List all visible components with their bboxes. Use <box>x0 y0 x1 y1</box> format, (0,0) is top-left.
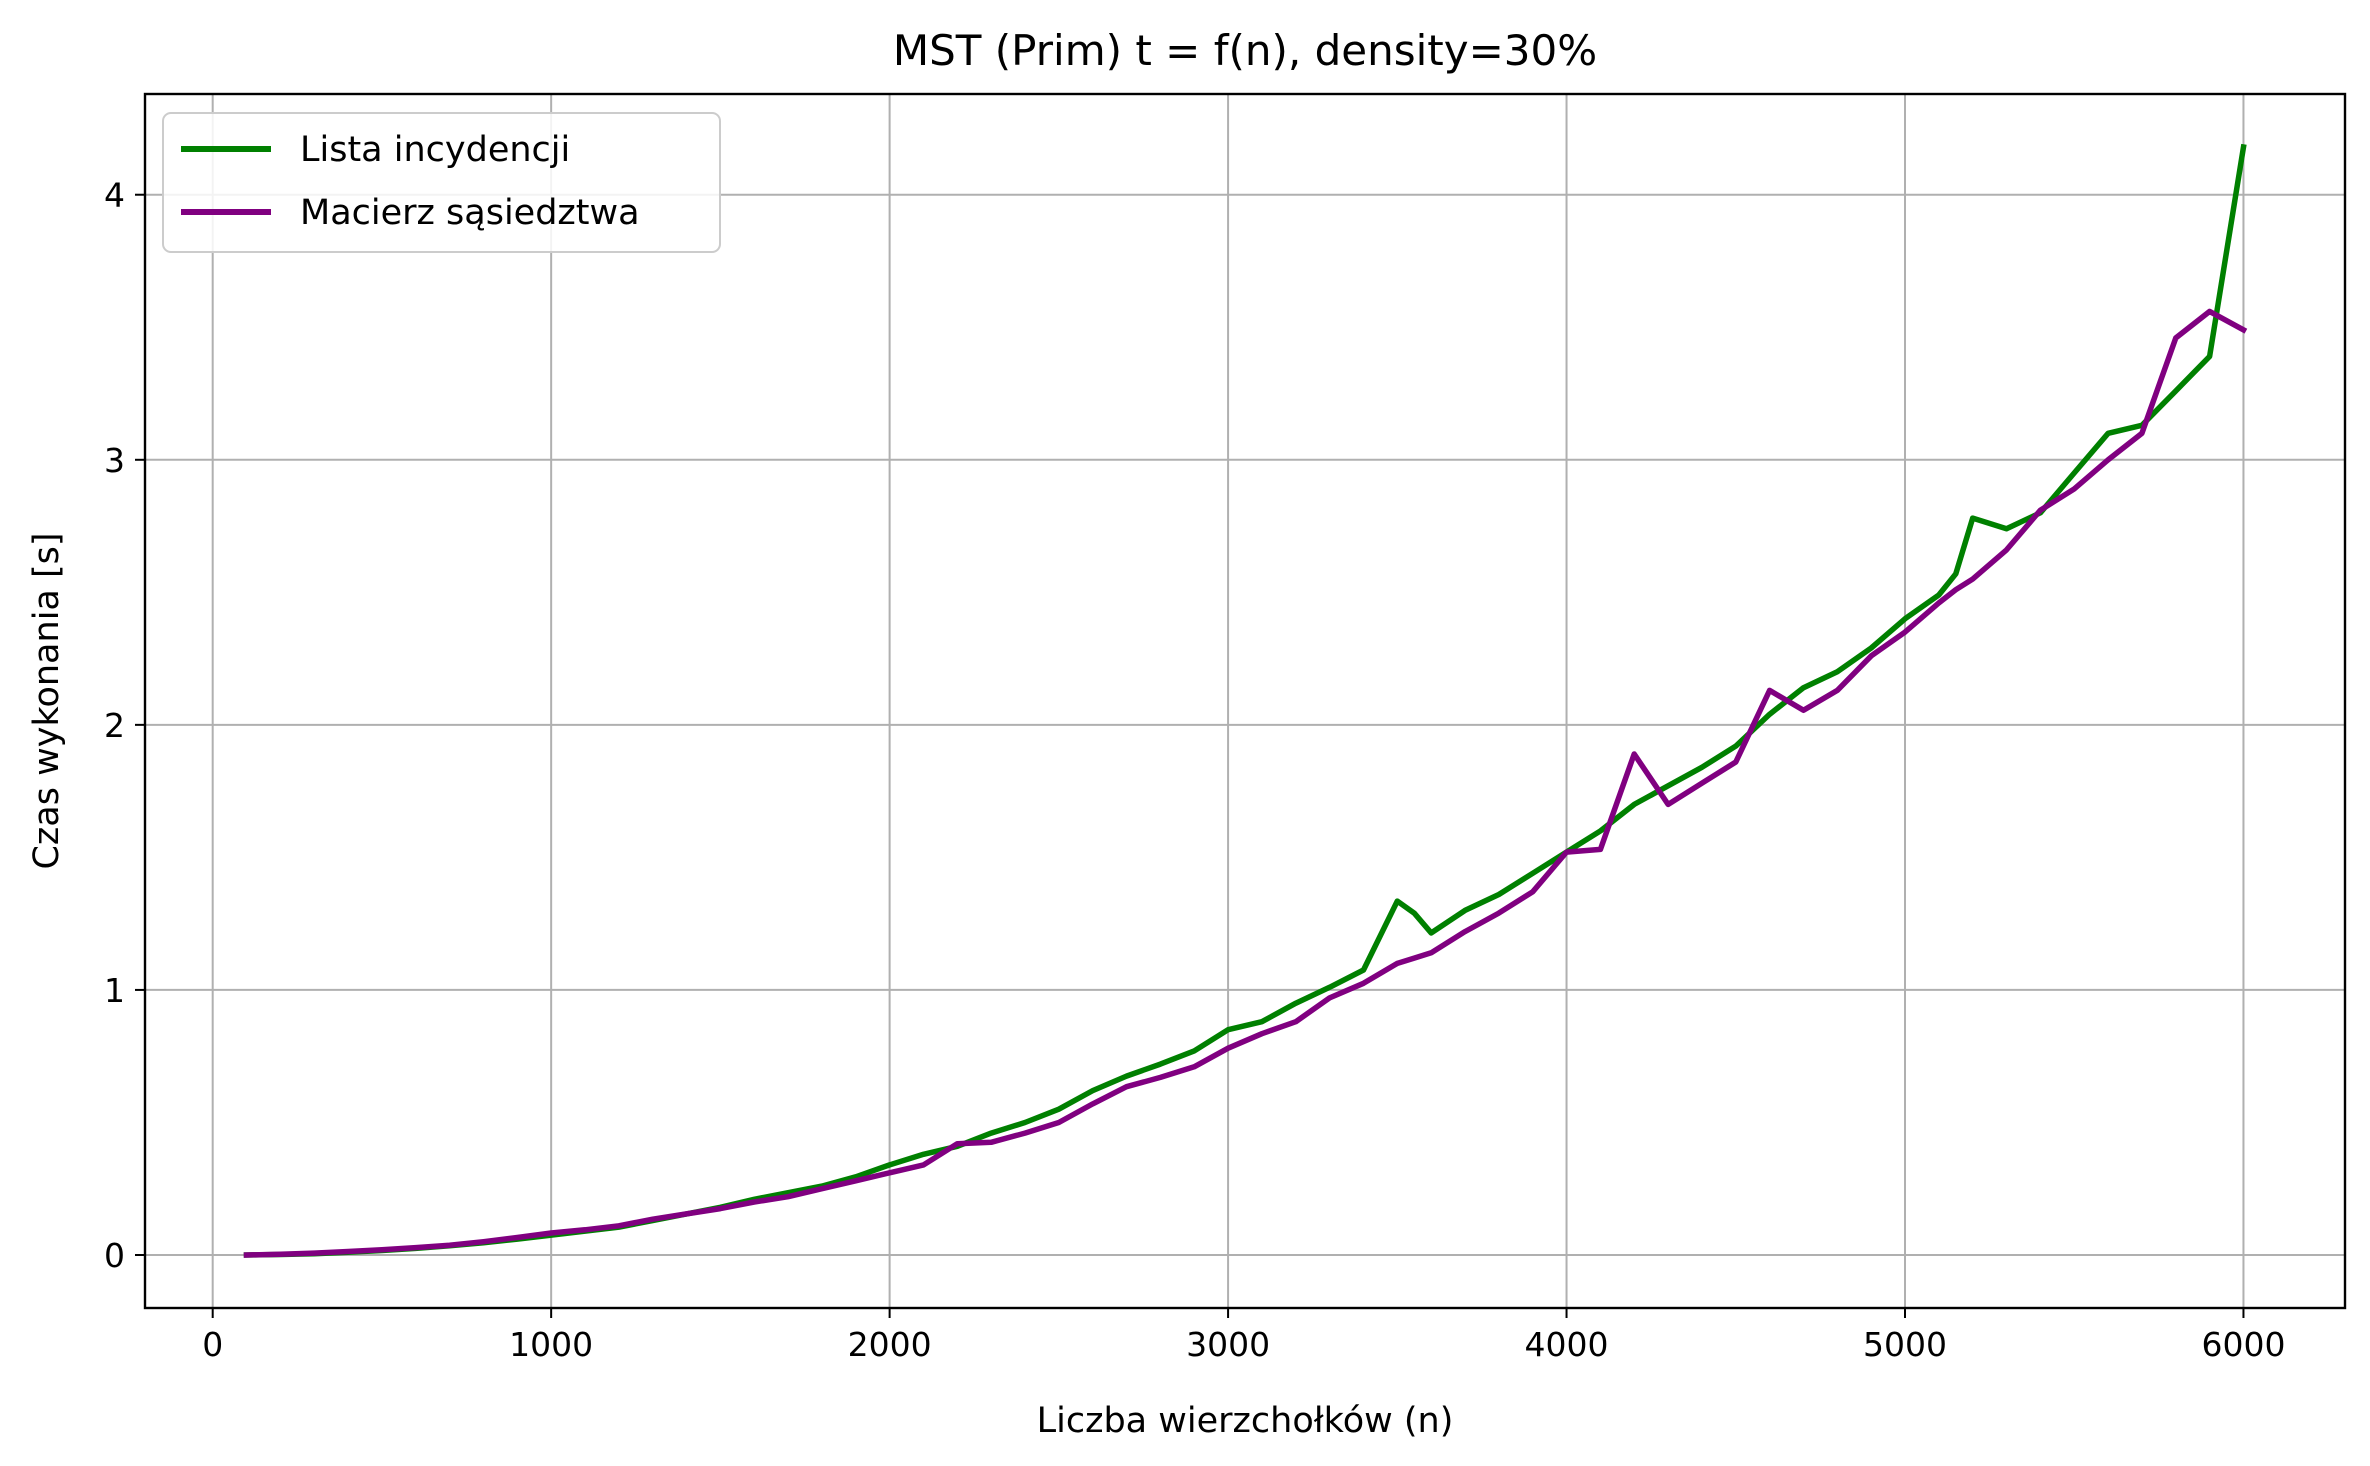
y-tick-label: 1 <box>104 971 125 1010</box>
series-line-macierz-sasiedztwa <box>243 308 2248 1258</box>
x-tick-label: 6000 <box>2201 1325 2285 1364</box>
x-axis-label: Liczba wierzchołków (n) <box>1037 1401 1454 1441</box>
legend-box <box>162 112 721 253</box>
x-tick-label: 2000 <box>848 1325 932 1364</box>
y-axis-label: Czas wykonania [s] <box>27 532 67 869</box>
y-tick-label: 4 <box>104 176 125 215</box>
x-tick-label: 5000 <box>1863 1325 1947 1364</box>
x-tick-label: 0 <box>202 1325 223 1364</box>
legend-label-lista: Lista incydencji <box>300 130 570 170</box>
plot-frame <box>143 92 2347 1310</box>
series-lines <box>243 143 2248 1258</box>
x-tick-label: 4000 <box>1525 1325 1609 1364</box>
grid <box>145 94 2345 1308</box>
legend-label-macierz: Macierz sąsiedztwa <box>300 193 640 233</box>
y-tick-label: 0 <box>104 1236 125 1275</box>
x-tick-label: 1000 <box>509 1325 593 1364</box>
legend: Lista incydencji Macierz sąsiedztwa <box>162 112 721 253</box>
x-tick-label: 3000 <box>1186 1325 1270 1364</box>
y-axis: 0 1 2 3 4 <box>104 176 145 1275</box>
chart-title: MST (Prim) t = f(n), density=30% <box>893 26 1597 75</box>
x-axis: 0 1000 2000 3000 4000 5000 6000 <box>202 1308 2285 1364</box>
y-tick-label: 3 <box>104 441 125 480</box>
y-tick-label: 2 <box>104 706 125 745</box>
